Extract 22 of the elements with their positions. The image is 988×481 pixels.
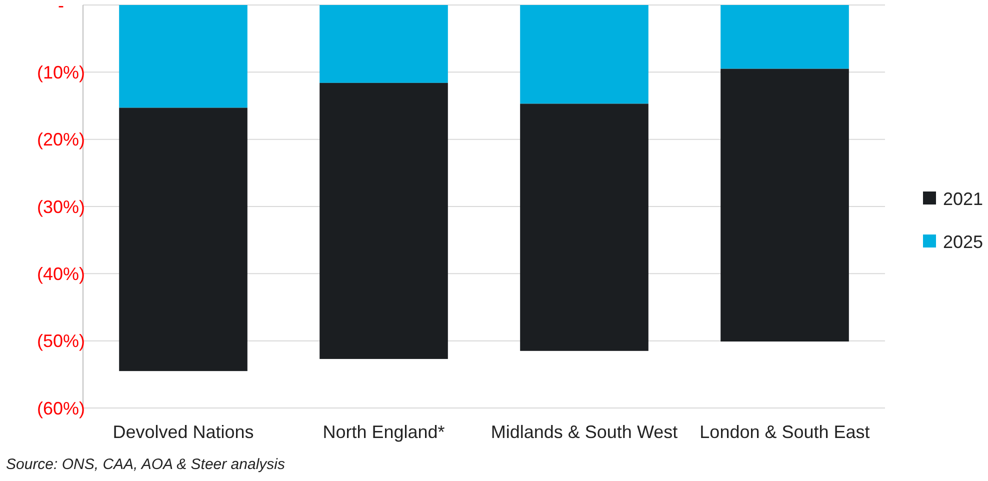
bar <box>720 68 849 342</box>
bar <box>119 5 248 108</box>
bar <box>720 5 849 69</box>
source-note: Source: ONS, CAA, AOA & Steer analysis <box>6 456 286 473</box>
y-tick-label: (30%) <box>36 196 86 217</box>
bar <box>320 5 448 83</box>
y-tick-label: (20%) <box>36 130 86 150</box>
legend-label: 2021 <box>943 188 984 209</box>
x-tick-label: London & South East <box>700 422 870 442</box>
y-tick-label: (10%) <box>36 62 86 82</box>
y-tick-label: - <box>58 0 64 16</box>
bar <box>520 5 648 104</box>
legend-label: 2025 <box>943 232 984 252</box>
bar <box>520 104 648 351</box>
bar <box>119 108 248 372</box>
y-tick-label: (40%) <box>36 264 86 284</box>
x-tick-label: Devolved Nations <box>112 422 254 442</box>
bar <box>320 82 448 359</box>
x-tick-label: Midlands & South West <box>490 422 678 442</box>
y-tick-label: (60%) <box>36 398 86 418</box>
y-tick-label: (50%) <box>36 331 86 352</box>
x-tick-label: North England* <box>322 422 445 442</box>
